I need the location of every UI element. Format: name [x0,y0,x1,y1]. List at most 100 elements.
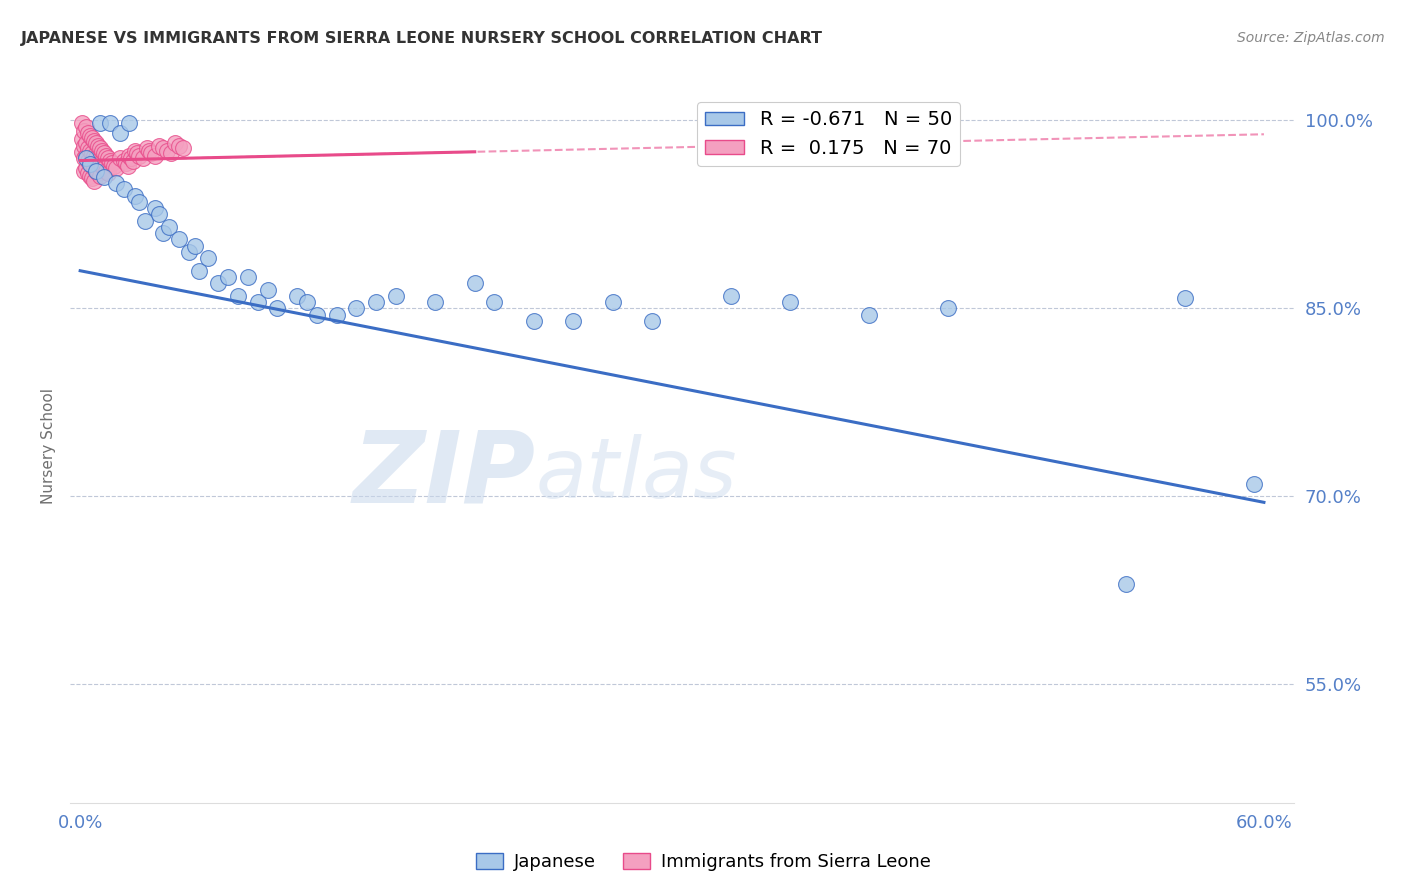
Text: Source: ZipAtlas.com: Source: ZipAtlas.com [1237,31,1385,45]
Point [93,161,115,175]
Point [124,144,146,158]
Point [108,151,131,165]
Point [344,301,367,316]
Point [89,141,111,155]
Point [112,153,135,168]
Point [70,132,93,146]
Point [720,289,742,303]
Point [117,159,139,173]
Point [89,156,111,170]
Point [84,163,107,178]
Legend: R = -0.671   N = 50, R =  0.175   N = 70: R = -0.671 N = 50, R = 0.175 N = 70 [697,103,960,166]
Point [94,163,117,178]
Point [84,136,107,150]
Point [83,161,105,175]
Point [1243,476,1265,491]
Point [217,270,239,285]
Point [325,308,347,322]
Point [132,151,155,165]
Point [97,166,120,180]
Point [93,146,115,161]
Point [94,148,117,162]
Point [167,138,190,153]
Point [73,151,96,165]
Point [87,153,110,168]
Point [90,159,112,173]
Point [858,308,880,322]
Point [138,144,160,158]
Point [187,264,209,278]
Point [75,151,97,165]
Point [163,136,186,150]
Point [143,148,166,162]
Point [97,151,120,165]
Point [197,251,219,265]
Point [148,138,170,153]
Text: JAPANESE VS IMMIGRANTS FROM SIERRA LEONE NURSERY SCHOOL CORRELATION CHART: JAPANESE VS IMMIGRANTS FROM SIERRA LEONE… [21,31,823,46]
Point [79,144,101,158]
Point [118,116,141,130]
Point [136,141,159,155]
Point [112,182,135,196]
Point [143,201,166,215]
Point [141,146,163,161]
Point [73,138,96,153]
Point [90,144,112,158]
Point [84,151,107,165]
Point [100,156,122,170]
Point [134,213,156,227]
Point [73,163,96,178]
Point [425,295,447,310]
Point [80,131,103,145]
Point [83,173,105,187]
Point [83,134,105,148]
Point [89,116,111,130]
Point [1174,291,1197,305]
Point [83,148,105,162]
Point [226,289,249,303]
Point [177,244,200,259]
Text: ZIP: ZIP [352,426,536,523]
Point [98,116,121,130]
Point [79,157,101,171]
Point [128,194,150,209]
Point [77,141,100,155]
Text: atlas: atlas [536,434,737,515]
Point [79,169,101,183]
Point [266,301,288,316]
Point [75,136,97,150]
Point [118,148,141,162]
Point [75,120,97,134]
Point [167,232,190,246]
Point [103,159,125,173]
Point [80,171,103,186]
Point [464,277,486,291]
Point [77,153,100,168]
Point [75,148,97,162]
Point [157,219,180,234]
Point [89,169,111,183]
Point [936,301,959,316]
Point [246,295,269,310]
Point [148,207,170,221]
Y-axis label: Nursery School: Nursery School [41,388,56,504]
Point [70,116,93,130]
Point [207,277,229,291]
Point [152,141,174,155]
Point [305,308,328,322]
Point [98,153,121,168]
Point [93,169,115,184]
Point [79,128,101,143]
Point [602,295,624,310]
Point [523,314,546,328]
Point [70,145,93,159]
Point [127,146,149,161]
Point [104,176,127,190]
Point [87,166,110,180]
Point [366,295,388,310]
Point [75,161,97,175]
Point [80,159,103,173]
Point [641,314,664,328]
Point [73,123,96,137]
Point [236,270,259,285]
